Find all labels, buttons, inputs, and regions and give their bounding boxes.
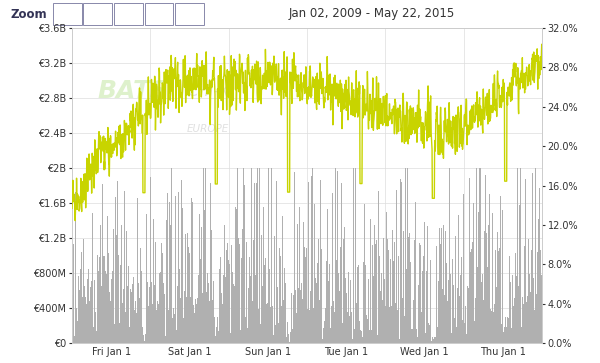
Text: Jan 02, 2009 - May 22, 2015: Jan 02, 2009 - May 22, 2015 (289, 8, 455, 20)
Text: Max: Max (179, 8, 200, 19)
Text: Thu Jan 1: Thu Jan 1 (480, 347, 526, 357)
Bar (83, 3, 112, 25)
Bar (114, 3, 143, 25)
Text: CHI-X: CHI-X (187, 83, 229, 98)
Text: EUROPE: EUROPE (187, 124, 229, 134)
Text: 3m: 3m (121, 8, 136, 19)
Text: Sat Jan 1: Sat Jan 1 (168, 347, 211, 357)
Text: 1m: 1m (90, 8, 106, 19)
Text: Tue Jan 1: Tue Jan 1 (324, 347, 368, 357)
Text: Sun Jan 1: Sun Jan 1 (245, 347, 291, 357)
Bar (145, 3, 173, 25)
Text: Wed Jan 1: Wed Jan 1 (400, 347, 449, 357)
Text: 6m: 6m (151, 8, 167, 19)
Text: BATS: BATS (98, 79, 169, 103)
Bar (53, 3, 82, 25)
Bar (175, 3, 204, 25)
Text: 5d: 5d (61, 8, 73, 19)
Text: Fri Jan 1: Fri Jan 1 (92, 347, 131, 357)
Text: Zoom: Zoom (11, 8, 47, 20)
